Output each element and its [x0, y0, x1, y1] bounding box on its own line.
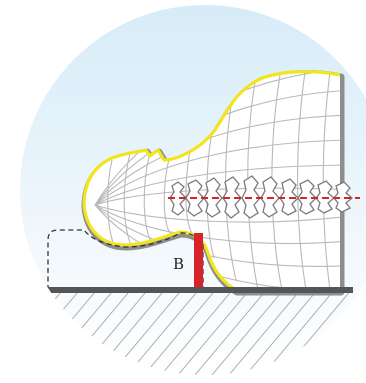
measurement-label: B — [173, 255, 184, 273]
body-outline — [82, 69, 341, 292]
ground-hatch — [20, 292, 360, 375]
support-height-bar — [194, 233, 203, 291]
pillow-outline — [47, 229, 204, 290]
floor-line — [45, 287, 353, 293]
